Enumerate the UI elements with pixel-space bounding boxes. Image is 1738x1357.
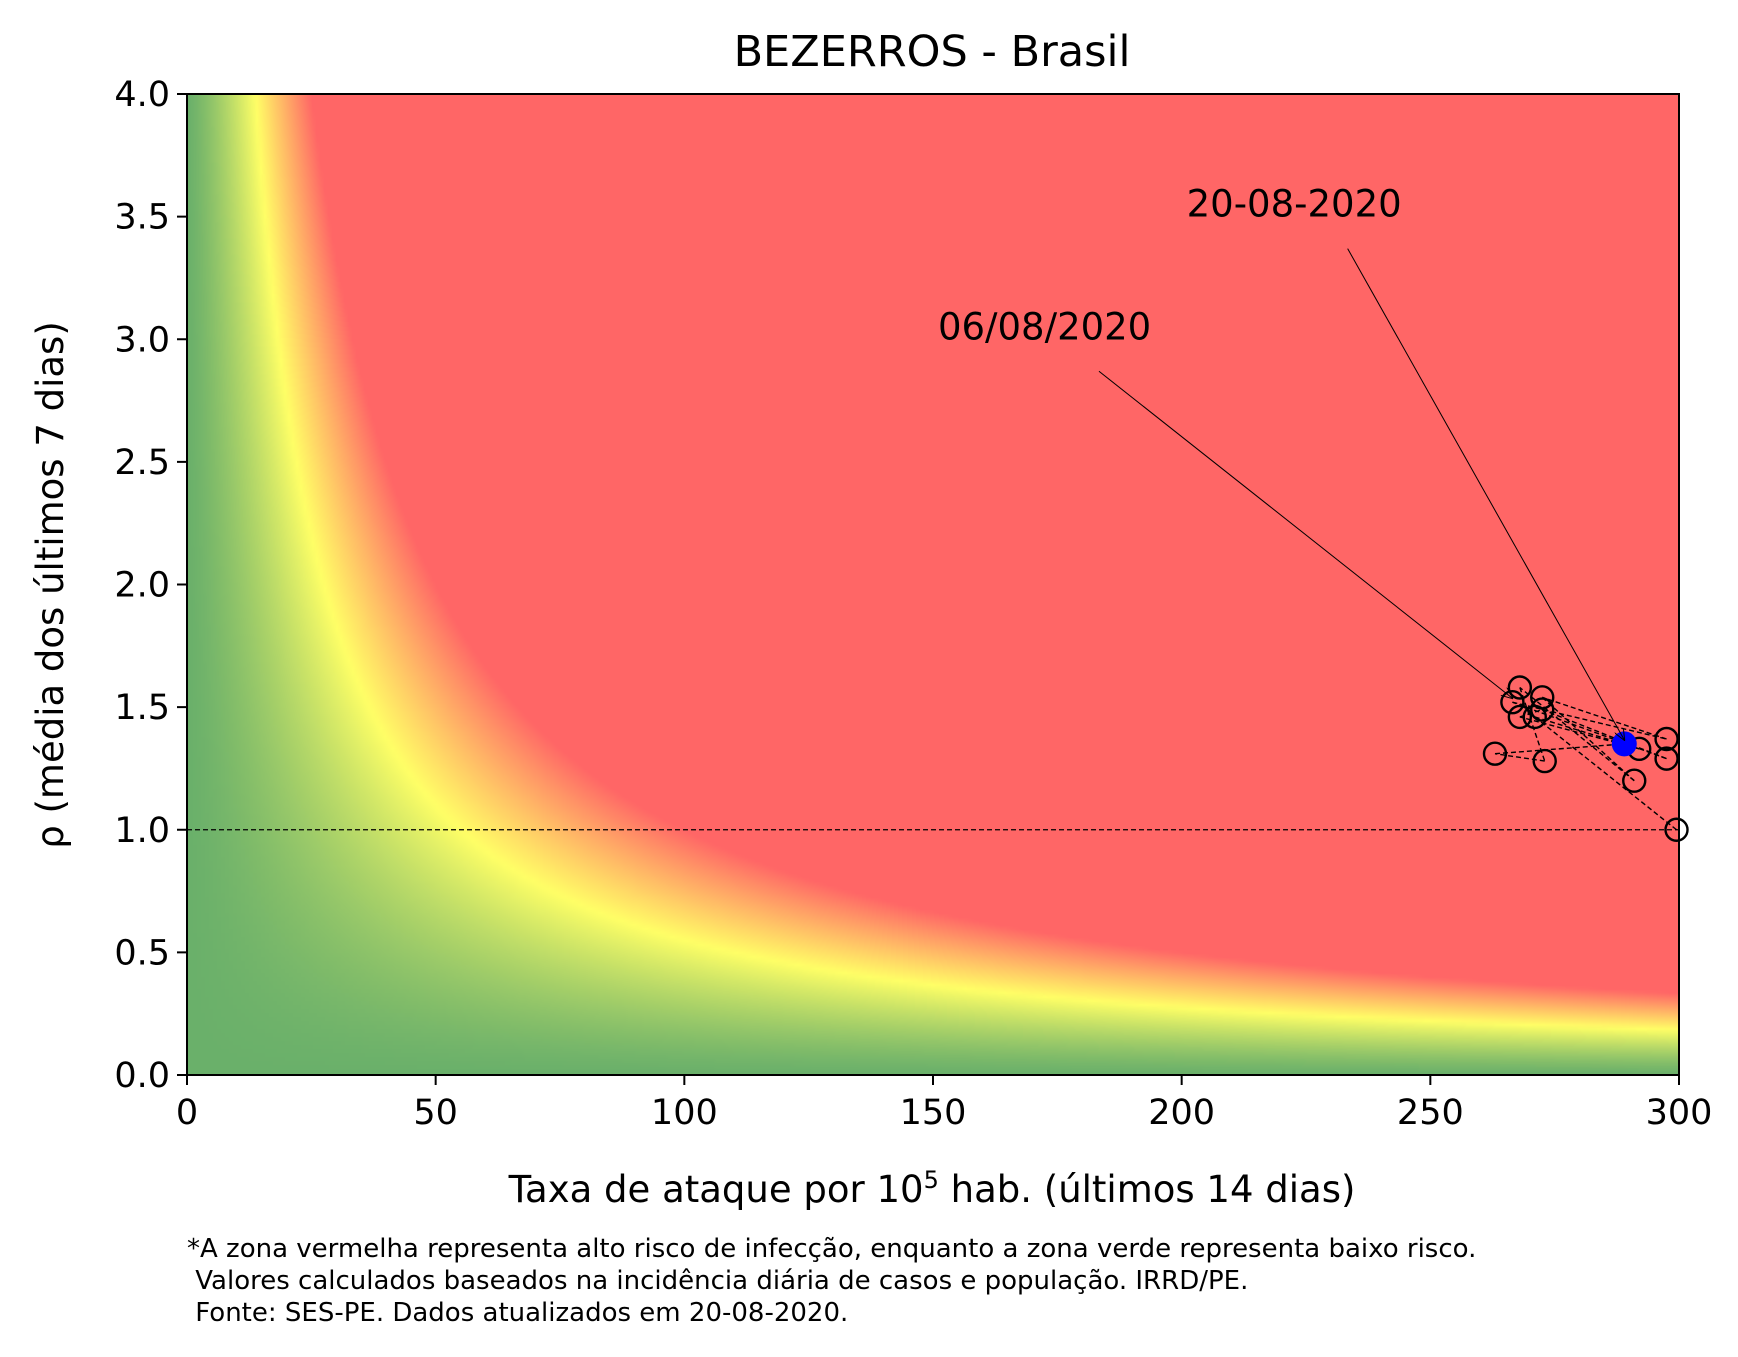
y-tick-label: 0.0: [114, 1056, 170, 1096]
x-axis-label: Taxa de ataque por 105 hab. (últimos 14 …: [508, 1166, 1356, 1211]
data-point: [1530, 685, 1555, 710]
annotation-arrow: [1098, 370, 1512, 698]
annotation-label: 20-08-2020: [1187, 183, 1402, 226]
y-tick-label: 0.5: [114, 933, 170, 973]
y-tick-label: 3.5: [114, 198, 170, 238]
data-point: [1532, 748, 1557, 774]
annotation-label: 06/08/2020: [938, 305, 1151, 348]
current-point: [1611, 731, 1637, 757]
x-axis-label-prefix: Taxa de ataque por 10: [508, 1168, 924, 1211]
footnote: *A zona vermelha representa alto risco d…: [187, 1234, 1476, 1328]
chart-title: BEZERROS - Brasil: [734, 27, 1131, 77]
y-tick-label: 1.5: [114, 688, 170, 728]
data-point: [1654, 726, 1679, 752]
trajectory-segment: [1541, 708, 1667, 760]
x-tick-label: 0: [176, 1093, 198, 1133]
x-axis-label-suffix: hab. (últimos 14 dias): [939, 1168, 1356, 1211]
y-tick-label: 4.0: [114, 75, 170, 115]
y-axis-ticks: 0.0 0.5 1.0 1.5 2.0 2.5 3.0 3.5 4.0: [114, 75, 187, 1096]
annotation-arrow: [1347, 248, 1625, 740]
y-axis-label: ρ (média dos últimos 7 dias): [29, 321, 72, 849]
x-tick-label: 150: [900, 1093, 967, 1133]
trajectory-segment: [1541, 696, 1635, 782]
data-point: [1530, 697, 1555, 722]
footnote-line: Valores calculados baseados na incidênci…: [187, 1266, 1248, 1296]
trajectory-segment: [1494, 753, 1545, 762]
trajectory-segment: [1519, 686, 1635, 782]
x-tick-label: 300: [1646, 1093, 1713, 1133]
y-tick-label: 1.0: [114, 811, 170, 851]
trajectory-segment: [1534, 716, 1677, 831]
y-tick-label: 2.0: [114, 566, 170, 606]
x-axis-ticks: 0 50 100 150 200 250 300: [176, 1075, 1713, 1133]
footnote-line: *A zona vermelha representa alto risco d…: [187, 1234, 1476, 1264]
data-point: [1507, 704, 1533, 730]
footnote-line: Fonte: SES-PE. Dados atualizados em 20-0…: [187, 1298, 848, 1328]
risk-gradient-image: [187, 94, 1679, 1075]
x-tick-label: 50: [413, 1093, 458, 1133]
y-tick-label: 2.5: [114, 443, 170, 483]
data-point: [1482, 741, 1508, 766]
trajectory-segment: [1542, 696, 1667, 740]
trajectory-segment: [1512, 701, 1667, 760]
x-tick-label: 100: [651, 1093, 718, 1133]
y-tick-label: 3.0: [114, 320, 170, 360]
data-point: [1622, 768, 1647, 793]
annotations: 06/08/2020 20-08-2020: [938, 183, 1624, 740]
x-tick-label: 200: [1148, 1093, 1215, 1133]
data-point: [1664, 817, 1689, 842]
x-tick-label: 250: [1397, 1093, 1464, 1133]
x-axis-label-sup: 5: [924, 1166, 939, 1194]
trajectory-segment: [1494, 743, 1625, 755]
risk-background: [187, 94, 1679, 1075]
data-point: [1654, 746, 1679, 771]
